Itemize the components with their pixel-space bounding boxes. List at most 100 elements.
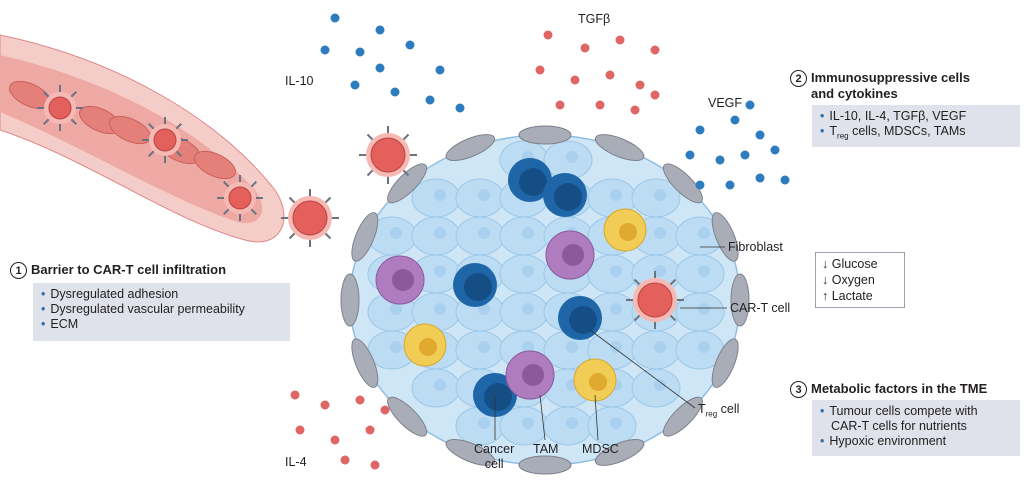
cancer-cell-nucleus bbox=[478, 341, 490, 353]
tam-nucleus bbox=[392, 269, 414, 291]
tam-leader bbox=[539, 394, 546, 441]
fibroblast bbox=[351, 212, 379, 262]
cytokine-dot-red bbox=[630, 105, 640, 115]
section2-title: 2 Immunosuppressive cells and cytokines bbox=[790, 70, 970, 102]
cancer-line1: Cancer bbox=[474, 442, 515, 456]
bullet-continuation: CAR-T cells for nutrients bbox=[831, 419, 967, 433]
section1-title-text: Barrier to CAR-T cell infiltration bbox=[31, 262, 227, 277]
cart-cell bbox=[153, 128, 177, 152]
treg-main: T bbox=[698, 402, 706, 416]
label-tgfb: TGFβ bbox=[578, 12, 611, 26]
cancer-cell-nucleus bbox=[390, 227, 402, 239]
cart-cell bbox=[228, 186, 252, 210]
label-fibroblast: Fibroblast bbox=[728, 240, 783, 254]
tam-nucleus bbox=[562, 244, 584, 266]
cytokine-dot-red bbox=[580, 43, 590, 53]
tam-nucleus bbox=[522, 364, 544, 386]
cytokine-dot-red bbox=[340, 455, 350, 465]
cancer-cell-nucleus bbox=[478, 227, 490, 239]
cytokine-dot-blue bbox=[770, 145, 780, 155]
fibroblast bbox=[340, 273, 360, 327]
cytokine-dot-blue bbox=[455, 103, 465, 113]
label-il4: IL-4 bbox=[285, 455, 307, 469]
cytokine-dot-blue bbox=[355, 47, 365, 57]
fibroblast bbox=[518, 125, 572, 145]
bullet-main: T bbox=[829, 124, 838, 138]
label-cart: CAR-T cell bbox=[730, 301, 791, 315]
section3-title-text: Metabolic factors in the TME bbox=[811, 381, 988, 396]
fibroblast bbox=[351, 338, 379, 388]
cancer-cell-nucleus bbox=[610, 189, 622, 201]
cytokine-dot-blue bbox=[780, 175, 790, 185]
cancer-cell-nucleus bbox=[654, 341, 666, 353]
cancer-cell-nucleus bbox=[566, 151, 578, 163]
cancer-cell-nucleus bbox=[390, 341, 402, 353]
cancer-cell-nucleus bbox=[522, 265, 534, 277]
label-vegf: VEGF bbox=[708, 96, 743, 110]
cancer-cell-nucleus bbox=[698, 303, 710, 315]
cytokine-dots bbox=[290, 13, 790, 470]
cancer-cell-nucleus bbox=[654, 265, 666, 277]
cytokine-dot-blue bbox=[375, 63, 385, 73]
mdsc-nucleus bbox=[419, 338, 437, 356]
cytokine-dot-red bbox=[370, 460, 380, 470]
fibroblast bbox=[662, 163, 703, 204]
treg-nucleus bbox=[554, 183, 582, 211]
fibroblast bbox=[445, 134, 496, 162]
treg-rest: cell bbox=[717, 402, 740, 416]
label-treg: Treg cell bbox=[698, 402, 739, 419]
cancer-cell-nucleus bbox=[478, 417, 490, 429]
cart-cell bbox=[292, 200, 328, 236]
red-blood-cell bbox=[194, 150, 236, 180]
cytokine-dot-blue bbox=[685, 150, 695, 160]
bullet: Dysregulated adhesion bbox=[41, 287, 282, 302]
cart-cell bbox=[370, 137, 406, 173]
cytokine-dot-red bbox=[380, 405, 390, 415]
bullet: Tumour cells compete with bbox=[820, 404, 1012, 419]
cytokine-dot-blue bbox=[375, 25, 385, 35]
cytokine-dot-red bbox=[605, 70, 615, 80]
cancer-cell-nucleus bbox=[434, 379, 446, 391]
bullet: Hypoxic environment bbox=[820, 434, 1012, 449]
cart-cell bbox=[48, 96, 72, 120]
fibroblast bbox=[518, 455, 572, 475]
cytokine-dot-blue bbox=[730, 115, 740, 125]
cancer-cell-nucleus bbox=[698, 227, 710, 239]
tumour-cells bbox=[340, 125, 750, 475]
cytokine-dot-red bbox=[543, 30, 553, 40]
fibroblast bbox=[445, 438, 496, 466]
cytokine-dot-red bbox=[650, 45, 660, 55]
treg-nucleus bbox=[519, 168, 547, 196]
fibroblast bbox=[594, 134, 645, 162]
section3-box: Tumour cells compete with CAR-T cells fo… bbox=[812, 400, 1020, 456]
label-mdsc: MDSC bbox=[582, 442, 619, 456]
cancer-cell-nucleus bbox=[610, 303, 622, 315]
cytokine-dot-red bbox=[295, 425, 305, 435]
treg-leader bbox=[589, 329, 696, 409]
treg-nucleus bbox=[569, 306, 597, 334]
bullet: ECM bbox=[41, 317, 282, 332]
cancer-cell-nucleus bbox=[390, 303, 402, 315]
cancer-cell-nucleus bbox=[610, 265, 622, 277]
label-cancer-cell: Cancer cell bbox=[474, 442, 514, 472]
fibroblast bbox=[711, 338, 739, 388]
cytokine-dot-red bbox=[320, 400, 330, 410]
section2-number: 2 bbox=[790, 70, 807, 87]
cytokine-dot-red bbox=[615, 35, 625, 45]
cancer-cell-nucleus bbox=[522, 341, 534, 353]
bullet: Dysregulated vascular permeability bbox=[41, 302, 282, 317]
treg-sub: reg bbox=[705, 409, 718, 419]
title-line2: and cytokines bbox=[811, 86, 898, 101]
cancer-cell-nucleus bbox=[610, 341, 622, 353]
mdsc-nucleus bbox=[589, 373, 607, 391]
section1-number: 1 bbox=[10, 262, 27, 279]
cytokine-dot-red bbox=[595, 100, 605, 110]
mdsc-nucleus bbox=[619, 223, 637, 241]
cytokine-dot-red bbox=[330, 435, 340, 445]
cancer-cell-nucleus bbox=[522, 417, 534, 429]
cytokine-dot-blue bbox=[695, 125, 705, 135]
section3-title: 3 Metabolic factors in the TME bbox=[790, 381, 987, 398]
title-line1: Immunosuppressive cells bbox=[811, 70, 970, 85]
cancer-cell-nucleus bbox=[434, 189, 446, 201]
cytokine-dot-red bbox=[650, 90, 660, 100]
